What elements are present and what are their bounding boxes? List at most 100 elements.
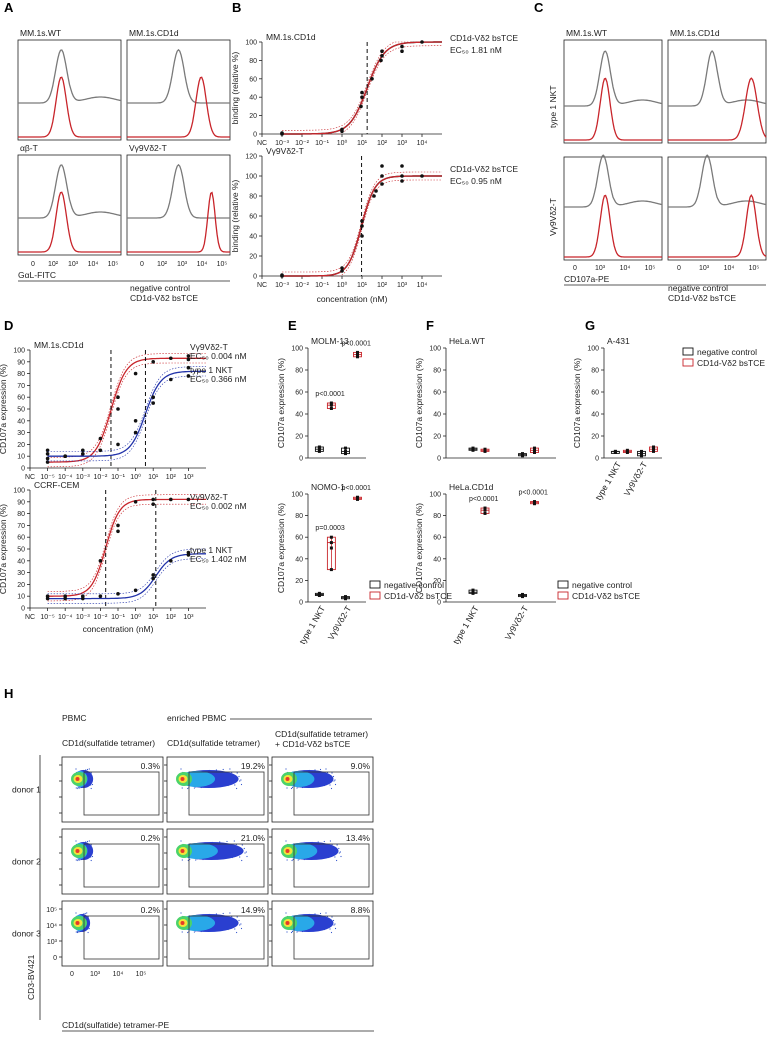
data-point [533, 446, 536, 450]
flow-dot [75, 912, 77, 914]
data-point [533, 451, 536, 454]
data-point [169, 559, 173, 563]
y-tick-label: 0 [437, 456, 441, 463]
data-point [372, 194, 376, 198]
flow-ytick-label: 10³ [47, 939, 58, 946]
flow-dot [79, 787, 81, 789]
flow-dot [90, 787, 92, 790]
flow-dot [75, 931, 77, 933]
ci-upper-line [47, 494, 206, 592]
panel-label-f: F [426, 318, 434, 333]
flow-dot [325, 768, 327, 770]
h-sub-title: CD1d(sulfatide tetramer) [167, 738, 260, 748]
flow-dot [233, 840, 235, 842]
data-point [360, 234, 364, 238]
x-tick-label: 10¹ [148, 474, 159, 481]
density-peak [180, 849, 185, 853]
y-tick-label: 60 [433, 535, 441, 542]
data-point [169, 497, 173, 502]
h-flow-plot: 8.8% [269, 900, 374, 967]
x-tick-label: 10¹ [357, 140, 368, 147]
data-point [652, 447, 655, 451]
y-tick-label: 10 [17, 594, 25, 601]
legend-swatch-bstce [557, 591, 569, 600]
flow-dot [222, 768, 224, 771]
hist-c-gd-cd1d [667, 154, 767, 261]
flow-xtick-label: 10⁴ [113, 971, 124, 978]
panel-label-a: A [4, 0, 14, 15]
flow-dot [244, 852, 246, 854]
data-point [344, 449, 347, 453]
flow-dot [291, 930, 294, 933]
data-point [625, 448, 629, 452]
negative-control-histogram [18, 49, 122, 104]
h-flow-plot: 21.0% [164, 828, 269, 895]
flow-dot [229, 912, 231, 914]
x-tick-label: 10⁰ [130, 473, 141, 481]
data-point [169, 356, 173, 361]
panel-label-e: E [288, 318, 297, 333]
bstce-histogram [668, 77, 767, 141]
c-xtick: 10⁴ [724, 265, 735, 272]
bstce-histogram [564, 77, 662, 141]
a-xtick: 0 [31, 261, 35, 268]
flow-dot [296, 787, 298, 789]
hist-frame [126, 39, 231, 141]
data-point [116, 395, 120, 400]
data-point [98, 436, 103, 441]
y-tick-label: 60 [591, 390, 599, 397]
density-peak [75, 849, 80, 853]
flow-dot [181, 787, 183, 789]
data-point [640, 449, 643, 453]
h-flow-plot: 13.4% [269, 828, 374, 895]
negative-control-histogram [564, 50, 663, 107]
fit-curve [282, 41, 442, 135]
flow-dot [195, 859, 197, 861]
flow-dot [329, 928, 331, 930]
c-xtick: 10⁵ [749, 265, 760, 272]
legend-negative-label: negative control [697, 347, 757, 357]
flow-dot [333, 780, 335, 782]
flow-dot [77, 858, 79, 861]
y-axis-label: binding (relative %) [230, 51, 240, 124]
data-point [652, 445, 655, 449]
c-xlabel: CD107a-PE [564, 274, 610, 284]
data-point [151, 573, 155, 577]
ci-upper-line [282, 41, 442, 131]
y-axis-label: CD107a expression (%) [0, 504, 8, 594]
flow-dot [90, 844, 92, 846]
data-point [329, 535, 333, 539]
data-point [356, 495, 359, 499]
flow-dot [229, 768, 231, 770]
bstce-histogram [564, 194, 662, 258]
flow-dot [187, 931, 189, 934]
data-point [329, 541, 333, 545]
flow-dot [75, 768, 77, 770]
panel-label-d: D [4, 318, 13, 333]
x-tick-label: 10⁻⁵ [40, 614, 54, 621]
h-row-label: donor 2 [12, 857, 41, 867]
x-tick-label: 10¹ [357, 282, 368, 289]
data-point [420, 40, 424, 44]
data-point [116, 592, 120, 596]
x-category-label: type 1 NKT [451, 604, 481, 646]
legend-negative-label: negative control [384, 580, 444, 590]
y-tick-label: 100 [245, 40, 257, 47]
data-point [400, 179, 404, 183]
y-tick-label: 10 [17, 454, 25, 461]
data-point [359, 104, 363, 109]
flow-dot [90, 772, 92, 774]
data-point [133, 371, 138, 376]
d-legend-name: type 1 NKT [190, 365, 233, 375]
y-tick-label: 20 [591, 434, 599, 441]
bstce-histogram [127, 191, 230, 253]
flow-dot [180, 768, 182, 770]
data-point [356, 350, 359, 354]
panel-h: PBMC enriched PBMC CD1d(sulfatide tetramer… [12, 713, 374, 1032]
y-tick-label: 60 [17, 535, 25, 542]
flow-dot [193, 787, 195, 789]
y-tick-label: 20 [17, 442, 25, 449]
data-point [81, 596, 85, 601]
flow-dot [240, 923, 242, 925]
data-point [483, 511, 487, 515]
